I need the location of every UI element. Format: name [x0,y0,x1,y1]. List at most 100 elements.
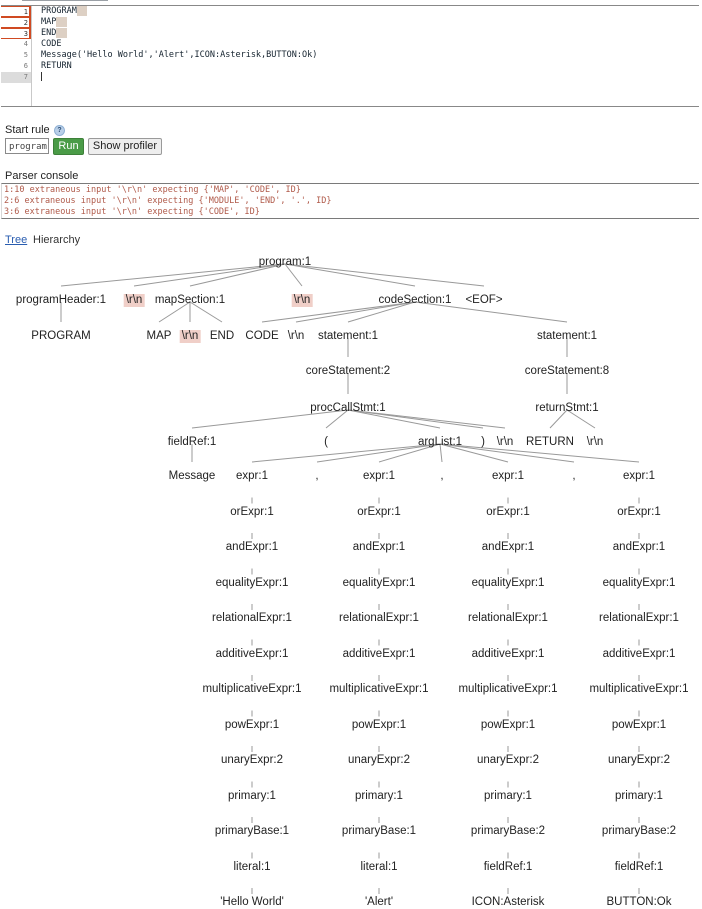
tree-node-col2-unaryexpr-2[interactable]: unaryExpr:2 [347,754,411,766]
tree-node-programHeader[interactable]: programHeader:1 [15,294,107,306]
tree-node-col3-unaryexpr-2[interactable]: unaryExpr:2 [476,754,540,766]
tree-node-col1-orexpr-1[interactable]: orExpr:1 [230,505,274,518]
tree-node-col4-primarybase-2[interactable]: primaryBase:2 [601,825,677,837]
tree-node-col1-expr-1[interactable]: expr:1 [236,470,268,482]
toolbar-field-3[interactable] [78,0,108,1]
code-line-7[interactable] [41,72,691,83]
toolbar-field-2[interactable] [50,0,80,1]
tree-node-col2-orexpr-1[interactable]: orExpr:1 [357,505,401,518]
code-line-5[interactable]: Message('Hello World','Alert',ICON:Aster… [41,50,691,61]
tree-node-col3-multiplicativeexpr-1[interactable]: multiplicativeExpr:1 [458,683,558,695]
code-line-3[interactable]: END [41,28,691,39]
tree-node-col3-primarybase-2[interactable]: primaryBase:2 [470,825,546,837]
tree-node-statement2[interactable]: statement:1 [536,330,598,342]
tree-node-col4-relationalexpr-1[interactable]: relationalExpr:1 [599,612,679,624]
tree-node-col2-relationalexpr-1[interactable]: relationalExpr:1 [339,612,419,624]
tree-node-eof[interactable]: <EOF> [465,294,503,306]
tree-node-col4-andexpr-1[interactable]: andExpr:1 [612,541,666,553]
gutter-line-3[interactable]: 3 [1,28,31,39]
tree-node-procCallStmt[interactable]: procCallStmt:1 [310,402,386,414]
tree-node-col1-unaryexpr-2[interactable]: unaryExpr:2 [220,754,284,766]
gutter-line-5[interactable]: 5 [23,51,28,59]
tree-node-col3-equalityexpr-1[interactable]: equalityExpr:1 [471,576,545,589]
tree-node-col4-orexpr-1[interactable]: orExpr:1 [617,505,661,518]
tree-node-col1-additiveexpr-1[interactable]: additiveExpr:1 [215,647,289,660]
tree-node-col2-expr-1[interactable]: expr:1 [363,470,395,482]
parse-tree[interactable]: program:1 programHeader:1 \r\n mapSection:1… [0,248,702,908]
tree-node-lparen[interactable]: ( [324,436,328,448]
tree-node-col1-primarybase-1[interactable]: primaryBase:1 [214,825,290,837]
show-profiler-button[interactable]: Show profiler [88,138,162,155]
tree-node-col2-literal-1[interactable]: literal:1 [360,860,398,873]
tree-node-PROGRAM[interactable]: PROGRAM [31,330,91,342]
tree-node-col2-equalityexpr-1[interactable]: equalityExpr:1 [342,576,416,589]
tab-hierarchy[interactable]: Hierarchy [33,234,81,246]
gutter-line-1[interactable]: 1 [1,6,31,17]
editor-code-area[interactable]: PROGRAM MAP END CODE Message('Hello World… [41,6,691,106]
tree-node-col1-primary-1[interactable]: primary:1 [228,789,276,802]
tree-node-END[interactable]: END [209,330,235,342]
tree-node-mapSection[interactable]: mapSection:1 [154,294,226,306]
tree-node-col1-equalityexpr-1[interactable]: equalityExpr:1 [215,576,289,589]
tree-node-nl2[interactable]: \r\n [291,294,313,307]
tree-node-col4-additiveexpr-1[interactable]: additiveExpr:1 [602,647,676,660]
tree-node-col3-icon-asterisk[interactable]: ICON:Asterisk [471,896,545,908]
tree-node-codeSection[interactable]: codeSection:1 [378,294,452,306]
tab-tree[interactable]: Tree [5,234,28,246]
tree-node-col4-fieldref-1[interactable]: fieldRef:1 [614,860,664,873]
gutter-line-2[interactable]: 2 [1,17,31,28]
code-line-6[interactable]: RETURN [41,61,691,72]
tree-node-col1--hello-world-[interactable]: 'Hello World' [220,896,284,908]
tree-node-nl3[interactable]: \r\n [179,330,201,343]
tree-node-RETURN[interactable]: RETURN [526,436,574,448]
start-rule-input[interactable]: program [5,138,49,154]
gutter-line-7[interactable]: 7 [1,72,31,83]
tree-node-comma3[interactable]: , [572,470,576,482]
tree-node-CODE[interactable]: CODE [245,330,279,342]
tree-node-MAP[interactable]: MAP [146,330,172,342]
tree-node-nl1[interactable]: \r\n [123,294,145,307]
tree-node-col1-andexpr-1[interactable]: andExpr:1 [225,541,279,553]
tree-node-col2-andexpr-1[interactable]: andExpr:1 [352,541,406,553]
tree-node-col3-expr-1[interactable]: expr:1 [492,470,524,482]
tree-node-rparen[interactable]: ) [481,436,485,448]
tree-node-col4-unaryexpr-2[interactable]: unaryExpr:2 [607,754,671,766]
tree-node-col3-relationalexpr-1[interactable]: relationalExpr:1 [468,612,548,624]
tree-node-coreStatement8[interactable]: coreStatement:8 [524,365,610,377]
tree-node-nl5[interactable]: \r\n [496,436,514,448]
tree-node-comma1[interactable]: , [315,470,319,482]
tree-node-col3-primary-1[interactable]: primary:1 [484,789,532,802]
tree-node-argList[interactable]: argList:1 [417,436,463,448]
tree-node-fieldRefTop[interactable]: fieldRef:1 [167,436,217,448]
tree-node-col4-expr-1[interactable]: expr:1 [623,470,655,482]
gutter-line-4[interactable]: 4 [23,40,28,48]
tree-node-col4-primary-1[interactable]: primary:1 [615,789,663,802]
tree-node-col4-equalityexpr-1[interactable]: equalityExpr:1 [602,576,676,589]
tree-node-col2--alert-[interactable]: 'Alert' [364,896,394,908]
tree-node-col2-powexpr-1[interactable]: powExpr:1 [351,718,407,731]
code-line-2[interactable]: MAP [41,17,691,28]
parser-console[interactable]: 1:10 extraneous input '\r\n' expecting {… [1,183,699,219]
tree-node-col2-additiveexpr-1[interactable]: additiveExpr:1 [342,647,416,660]
run-button[interactable]: Run [53,138,84,155]
tree-node-coreStatement2[interactable]: coreStatement:2 [305,365,391,377]
tree-node-col4-powexpr-1[interactable]: powExpr:1 [611,718,667,731]
tree-node-col4-multiplicativeexpr-1[interactable]: multiplicativeExpr:1 [589,683,689,695]
tree-node-col3-additiveexpr-1[interactable]: additiveExpr:1 [471,647,545,660]
tree-node-col4-button-ok[interactable]: BUTTON:Ok [606,896,672,908]
tree-node-col3-fieldref-1[interactable]: fieldRef:1 [483,860,533,873]
tree-node-nl4[interactable]: \r\n [287,330,305,342]
tree-node-nl6[interactable]: \r\n [586,436,604,448]
tree-node-program[interactable]: program:1 [258,256,312,268]
tree-node-col2-primary-1[interactable]: primary:1 [355,789,403,802]
tree-node-statement1[interactable]: statement:1 [317,330,379,342]
tree-node-col3-andexpr-1[interactable]: andExpr:1 [481,541,535,553]
tree-node-returnStmt[interactable]: returnStmt:1 [535,402,599,414]
tree-node-col1-powexpr-1[interactable]: powExpr:1 [224,718,280,731]
tree-node-col3-orexpr-1[interactable]: orExpr:1 [486,505,530,518]
gutter-line-6[interactable]: 6 [23,62,28,70]
tree-node-comma2[interactable]: , [440,470,444,482]
tree-node-Message[interactable]: Message [168,470,216,482]
toolbar-field-1[interactable] [22,0,52,1]
